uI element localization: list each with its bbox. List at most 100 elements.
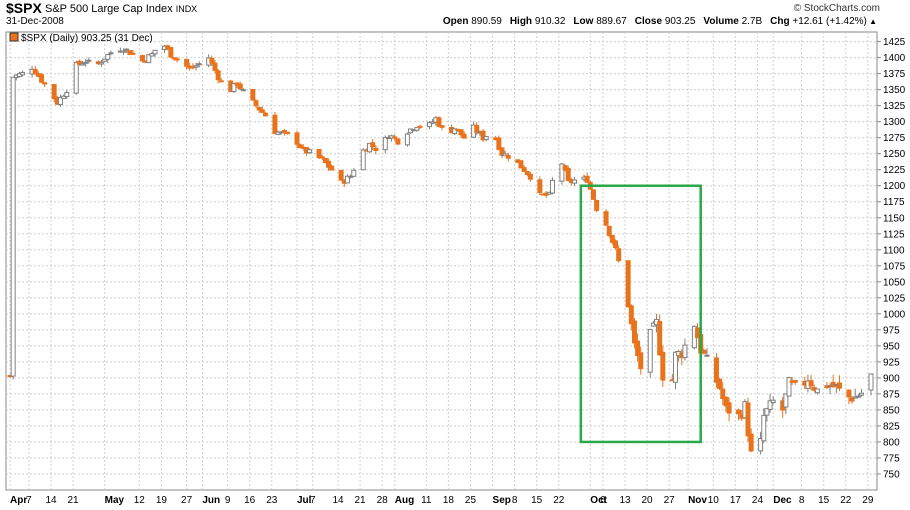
x-tick-label: 14 (332, 495, 344, 506)
candle-body (272, 114, 278, 135)
candle-body (61, 95, 67, 99)
quote-close: Close 903.25 (634, 16, 696, 27)
candle-body (786, 377, 792, 397)
candle-body (439, 125, 445, 128)
y-tick-label: 1000 (883, 309, 906, 320)
x-tick-label: 25 (465, 495, 477, 506)
y-tick-label: 750 (883, 469, 900, 480)
x-tick-label: 21 (355, 495, 367, 506)
x-tick-label: 19 (156, 495, 168, 506)
y-tick-label: 1275 (883, 133, 906, 144)
symbol-label: $SPX (6, 0, 42, 16)
candle-body (808, 380, 814, 387)
x-tick-label: 24 (752, 495, 764, 506)
brand-link[interactable]: © StockCharts.com (793, 3, 880, 14)
candle-body (625, 260, 631, 308)
candle-body (319, 156, 325, 159)
candle-body (436, 117, 442, 127)
x-tick-label: 27 (181, 495, 193, 506)
candle-body (338, 170, 344, 181)
candle-body (452, 128, 458, 134)
candle-body (660, 351, 666, 381)
x-tick-label: 21 (68, 495, 80, 506)
x-tick-label: 11 (421, 495, 432, 506)
candle-body (748, 433, 754, 452)
x-tick-label: Dec (773, 495, 792, 506)
candle-body (184, 58, 190, 67)
candle-body (682, 344, 688, 359)
x-tick-label: 20 (642, 495, 654, 506)
candle-body (105, 54, 111, 60)
candle-body (57, 97, 63, 105)
candle-body (351, 169, 357, 177)
candle-body (565, 167, 571, 181)
candle-body (404, 133, 410, 146)
quote-open: Open 890.59 (442, 16, 502, 27)
candle-body (657, 320, 663, 356)
y-tick-label: 1175 (883, 197, 905, 208)
x-tick-label: Jul (297, 495, 312, 506)
candle-body (713, 357, 719, 383)
candle-body (572, 179, 578, 184)
candle-body (855, 395, 861, 398)
candle-body (168, 47, 174, 58)
y-tick-label: 800 (883, 437, 900, 448)
x-tick-label: 12 (134, 495, 146, 506)
index-name: S&P 500 Large Cap Index INDX (45, 3, 197, 15)
candle-body (250, 88, 256, 101)
candle-body (606, 225, 612, 236)
y-tick-label: 1050 (883, 277, 906, 288)
candle-body (215, 70, 221, 81)
x-tick-label: 16 (244, 495, 256, 506)
candle-body (149, 53, 155, 57)
y-tick-label: 1300 (883, 117, 906, 128)
candle-body (108, 52, 114, 55)
quote-line: Open 890.59 High 910.32 Low 889.67 Close 90… (443, 16, 877, 27)
quote-low: Low 889.67 (573, 16, 627, 27)
y-tick-label: 825 (883, 421, 900, 432)
x-tick-label: 14 (45, 495, 57, 506)
candle-body (209, 57, 215, 64)
candle-body (102, 58, 108, 62)
candle-body (480, 130, 486, 141)
y-tick-label: 775 (883, 453, 900, 464)
candle-body (392, 136, 398, 139)
y-tick-label: 1350 (883, 85, 906, 96)
x-tick-label: 7 (310, 495, 316, 506)
candle-body (256, 106, 262, 111)
candle-body (770, 399, 776, 403)
candle-body (326, 160, 332, 168)
quote-high: High 910.32 (509, 16, 566, 27)
x-tick-label: May (105, 495, 125, 506)
candle-body (240, 89, 246, 92)
x-tick-label: 28 (377, 495, 389, 506)
candle-body (152, 49, 158, 55)
candle-body (720, 388, 726, 400)
x-tick-label: 23 (266, 495, 278, 506)
candle-body (64, 92, 70, 98)
candle-body (767, 400, 773, 410)
x-tick-label: 8 (512, 495, 518, 506)
candle-body (745, 402, 751, 437)
quote-volume: Volume 2.7B (703, 16, 763, 27)
candle-body (483, 136, 489, 140)
x-tick-label: 7 (26, 495, 32, 506)
plot-frame (5, 31, 878, 491)
x-tick-label: 17 (730, 495, 742, 506)
candle-body (726, 402, 732, 414)
candle-body (259, 109, 265, 113)
candle-body (316, 148, 322, 159)
candle-body (373, 147, 379, 152)
y-tick-label: 850 (883, 405, 900, 416)
legend-label: $SPX (Daily) 903.25 (31 Dec) (21, 33, 153, 44)
candle-body (32, 68, 38, 75)
chart-header: $SPX S&P 500 Large Cap Index INDX 31-Dec… (0, 0, 910, 30)
quote-date: 31-Dec-2008 (6, 16, 64, 27)
candle-body (360, 149, 366, 171)
candle-body (701, 349, 707, 354)
candle-body (527, 173, 533, 180)
candle-body (139, 55, 145, 62)
highlight-box (579, 184, 702, 444)
candle-body (73, 61, 79, 94)
